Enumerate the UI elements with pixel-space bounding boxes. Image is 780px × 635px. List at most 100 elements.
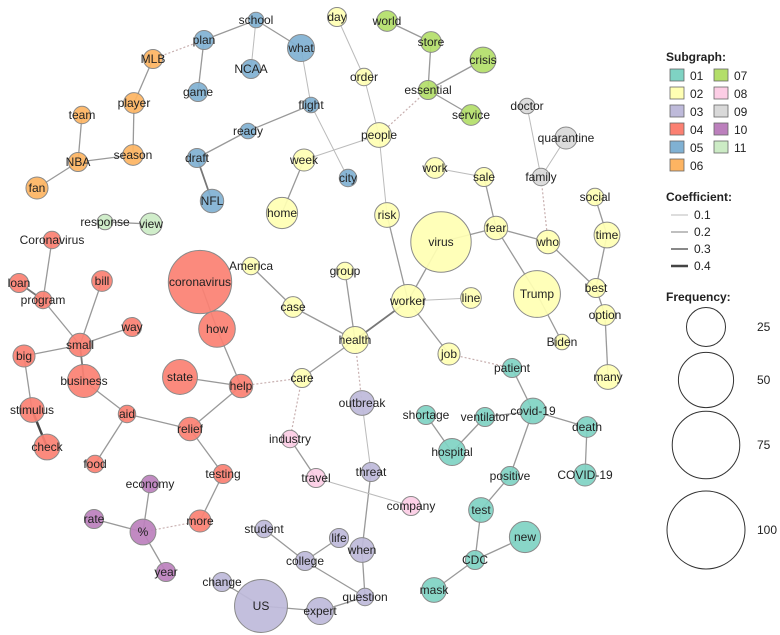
node-label-risk: risk (378, 208, 398, 222)
node-ready: ready (233, 122, 263, 140)
legend-swatch-label-10: 10 (734, 123, 748, 137)
node-circle-time (593, 221, 621, 249)
node-label-worker: worker (389, 294, 426, 308)
legend-coef-label-1: 0.2 (694, 225, 711, 239)
node-plan: plan (193, 29, 215, 51)
node-circle-season (122, 144, 144, 166)
node-label-industry: industry (269, 432, 311, 446)
node-label-travel: travel (301, 471, 330, 485)
node-circle-business (66, 363, 102, 399)
node-label-check: check (31, 440, 63, 454)
legend-freq-circle-50 (677, 351, 735, 409)
node-test: test (468, 497, 494, 523)
node-travel: travel (301, 467, 331, 489)
node-circle-check (33, 433, 61, 461)
node-label-flight: flight (298, 98, 324, 112)
node-draft: draft (185, 147, 210, 169)
node-expert: expert (303, 596, 337, 626)
node-label-ncaa: NCAA (234, 62, 267, 76)
node-school: school (239, 11, 273, 29)
node-circle-industry (280, 429, 300, 449)
legend-swatch-04 (669, 122, 685, 136)
node-week: week (289, 148, 319, 172)
edge-flight-ready (247, 104, 312, 132)
node-label-positive: positive (490, 469, 531, 483)
node-label-time: time (596, 228, 619, 242)
node-risk: risk (374, 202, 400, 228)
node-label-game: game (183, 85, 213, 99)
node-player: player (118, 92, 150, 114)
node-circle-player (123, 92, 145, 114)
node-circle-testing (212, 463, 234, 485)
node-circle-who (535, 229, 561, 255)
node-circle-order (354, 67, 374, 87)
node-industry: industry (269, 429, 311, 449)
node-student: student (244, 519, 284, 539)
node-economy: economy (126, 474, 174, 494)
legend: Subgraph: 01 02 03 04 05 06 07 08 09 10 11 Coeffic… (666, 50, 777, 570)
node-label-relief: relief (177, 422, 204, 436)
node-mlb: MLB (141, 48, 165, 70)
node-circle-coronavirus_cap (42, 230, 62, 250)
node-virus: virus (410, 211, 472, 273)
node-label-home: home (267, 206, 297, 220)
node-label-change: change (202, 575, 242, 589)
node-label-small: small (66, 338, 94, 352)
node-circle-view (139, 212, 163, 236)
node-circle-ncaa (240, 58, 262, 80)
legend-swatch-label-04: 04 (690, 123, 704, 137)
legend-subgraph-title: Subgraph: (666, 50, 726, 64)
node-fan: fan (25, 176, 49, 200)
node-label-week: week (289, 153, 319, 167)
node-circle-america (241, 256, 261, 276)
edge-day-order (336, 16, 365, 78)
node-circle-help (228, 373, 254, 399)
node-label-option: option (589, 308, 622, 322)
node-case: case (280, 296, 306, 318)
node-home: home (265, 196, 299, 230)
legend-swatch-label-08: 08 (734, 87, 748, 101)
legend-coef-label-3: 0.4 (694, 259, 711, 273)
node-label-when: when (347, 543, 377, 557)
node-question: question (342, 587, 388, 607)
node-label-group: group (330, 264, 361, 278)
node-label-us: US (253, 599, 270, 613)
node-circle-stimulus (19, 397, 45, 423)
node-circle-mlb (142, 48, 164, 70)
legend-swatch-09 (713, 104, 729, 118)
node-circle-more (188, 509, 212, 533)
node-circle-team (72, 105, 92, 125)
legend-swatch-label-03: 03 (690, 105, 704, 119)
legend-frequency-entries: 25 50 75 100 (666, 307, 777, 570)
node-circle-coronavirus (167, 249, 233, 315)
node-label-trump: Trump (520, 287, 555, 301)
node-who: who (535, 229, 561, 255)
node-label-new: new (514, 530, 536, 544)
node-circle-big (12, 344, 36, 368)
legend-swatch-06 (669, 158, 685, 172)
node-trump: Trump (513, 270, 561, 318)
node-label-aid: aid (119, 407, 135, 421)
node-job: job (437, 342, 461, 366)
node-health: health (339, 325, 371, 355)
node-circle-bill (91, 270, 113, 292)
edge-aid-food (94, 413, 128, 465)
node-label-life: life (331, 531, 347, 545)
node-covid19: covid-19 (510, 397, 556, 425)
node-line: line (460, 287, 482, 309)
node-label-ready: ready (233, 124, 263, 138)
node-worker: worker (389, 283, 426, 319)
node-check: check (31, 433, 64, 461)
node-label-rate: rate (84, 512, 105, 526)
node-label-line: line (462, 291, 481, 305)
legend-swatch-05 (669, 140, 685, 154)
node-label-nba: NBA (66, 155, 91, 169)
node-label-virus: virus (428, 235, 453, 249)
node-covid19_cap: COVID-19 (557, 463, 613, 487)
legend-swatch-10 (713, 122, 729, 136)
node-label-work: work (421, 161, 448, 175)
node-year: year (154, 561, 178, 583)
node-circle-covid19_cap (573, 463, 597, 487)
node-circle-economy (140, 474, 160, 494)
node-cdc: CDC (462, 549, 488, 571)
